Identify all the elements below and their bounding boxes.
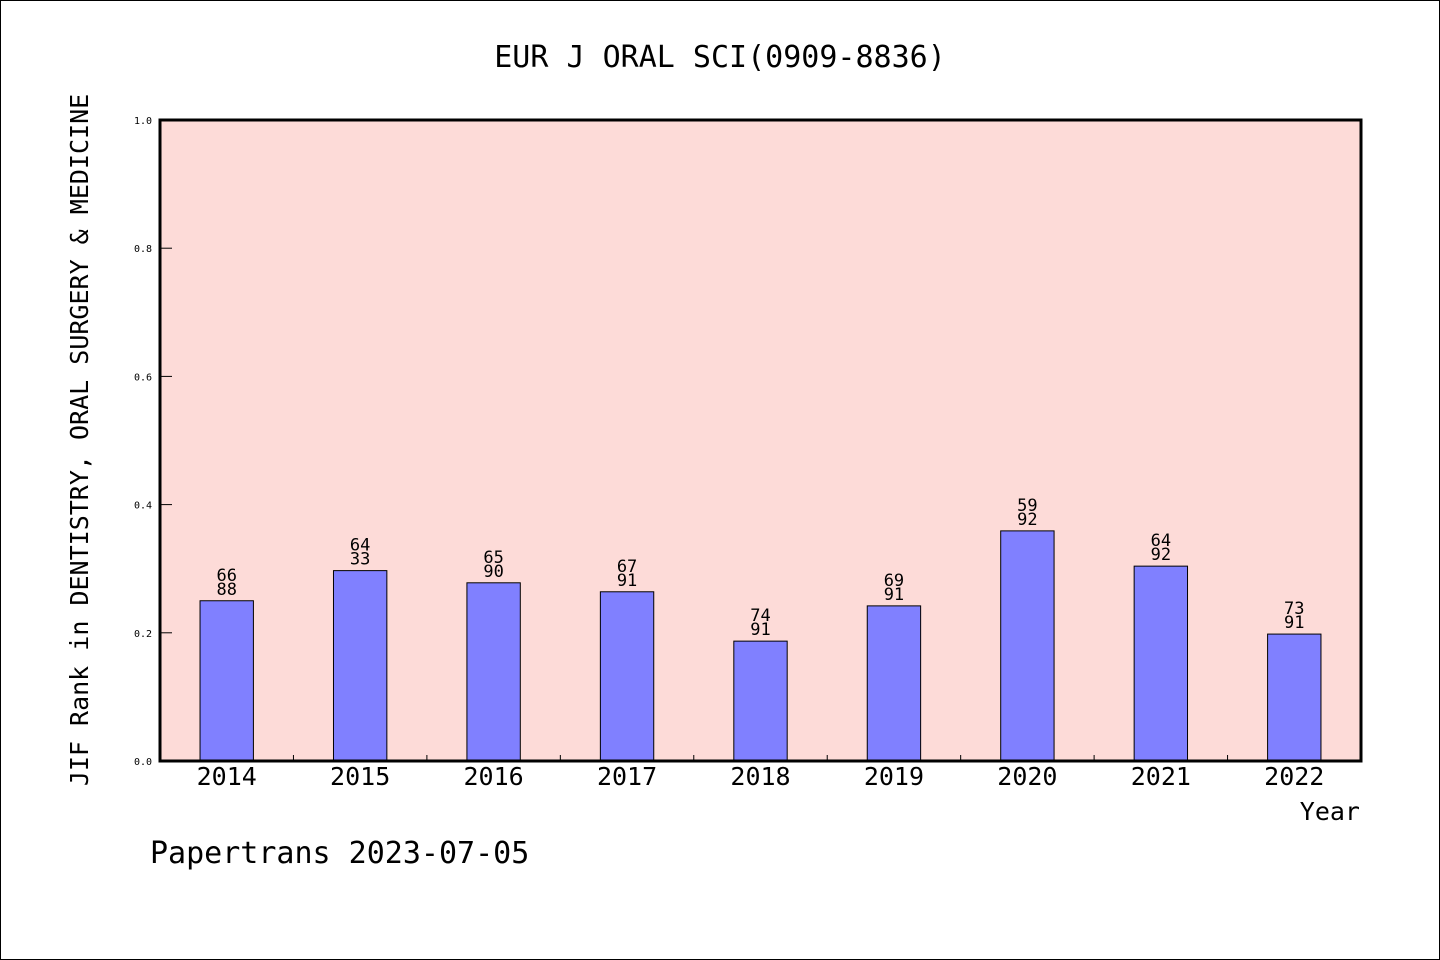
x-tick-label: 2017 <box>597 762 657 791</box>
bar <box>733 640 788 762</box>
y-tick-label: 0.4 <box>134 501 152 512</box>
bar <box>199 600 254 762</box>
bar-label-total: 90 <box>483 562 503 582</box>
y-tick-label: 0.8 <box>134 244 152 255</box>
bar <box>1267 633 1322 762</box>
y-tick-label: 0.6 <box>134 372 152 383</box>
x-tick-label: 2015 <box>330 762 390 791</box>
x-tick-label: 2014 <box>197 762 257 791</box>
bar-label-rank: 74 <box>750 606 770 626</box>
bar <box>332 570 388 762</box>
bar-label-rank: 67 <box>617 557 637 577</box>
y-axis-label: JIF Rank in DENTISTRY, ORAL SURGERY & ME… <box>65 94 94 786</box>
bar-label-total: 92 <box>1017 510 1037 530</box>
bar-label-rank: 73 <box>1284 599 1304 619</box>
bar-label-total: 88 <box>216 580 236 600</box>
y-tick-label: 0.2 <box>134 629 152 640</box>
bar <box>466 582 521 762</box>
x-axis-label: Year <box>1300 797 1360 826</box>
bar-label-total: 91 <box>617 571 637 591</box>
bar-label-total: 92 <box>1151 545 1171 565</box>
bar <box>599 591 655 762</box>
bar <box>1000 530 1055 762</box>
footer-credit: Papertrans 2023-07-05 <box>150 836 529 871</box>
bar-label-rank: 64 <box>350 536 370 556</box>
plot-border <box>158 118 1363 763</box>
bar-label-total: 33 <box>350 550 370 570</box>
x-tick-label: 2018 <box>730 762 790 791</box>
bar <box>1133 565 1189 762</box>
chart-title: EUR J ORAL SCI(0909-8836) <box>494 40 946 75</box>
bar-label-rank: 65 <box>483 548 503 568</box>
bar-label-rank: 59 <box>1017 496 1037 516</box>
x-tick-label: 2020 <box>997 762 1057 791</box>
x-tick-label: 2022 <box>1264 762 1324 791</box>
y-tick-label: 0.0 <box>134 757 152 768</box>
bar-label-total: 91 <box>750 620 770 640</box>
x-tick-label: 2021 <box>1131 762 1191 791</box>
bar-label-rank: 69 <box>884 571 904 591</box>
y-tick-label: 1.0 <box>134 116 152 127</box>
bar-label-total: 91 <box>1284 613 1304 633</box>
x-tick-label: 2016 <box>464 762 524 791</box>
bar <box>866 605 922 762</box>
bar-label-rank: 66 <box>216 566 236 586</box>
bar-label-total: 91 <box>884 585 904 605</box>
x-tick-label: 2019 <box>864 762 924 791</box>
bar-label-rank: 64 <box>1151 531 1171 551</box>
